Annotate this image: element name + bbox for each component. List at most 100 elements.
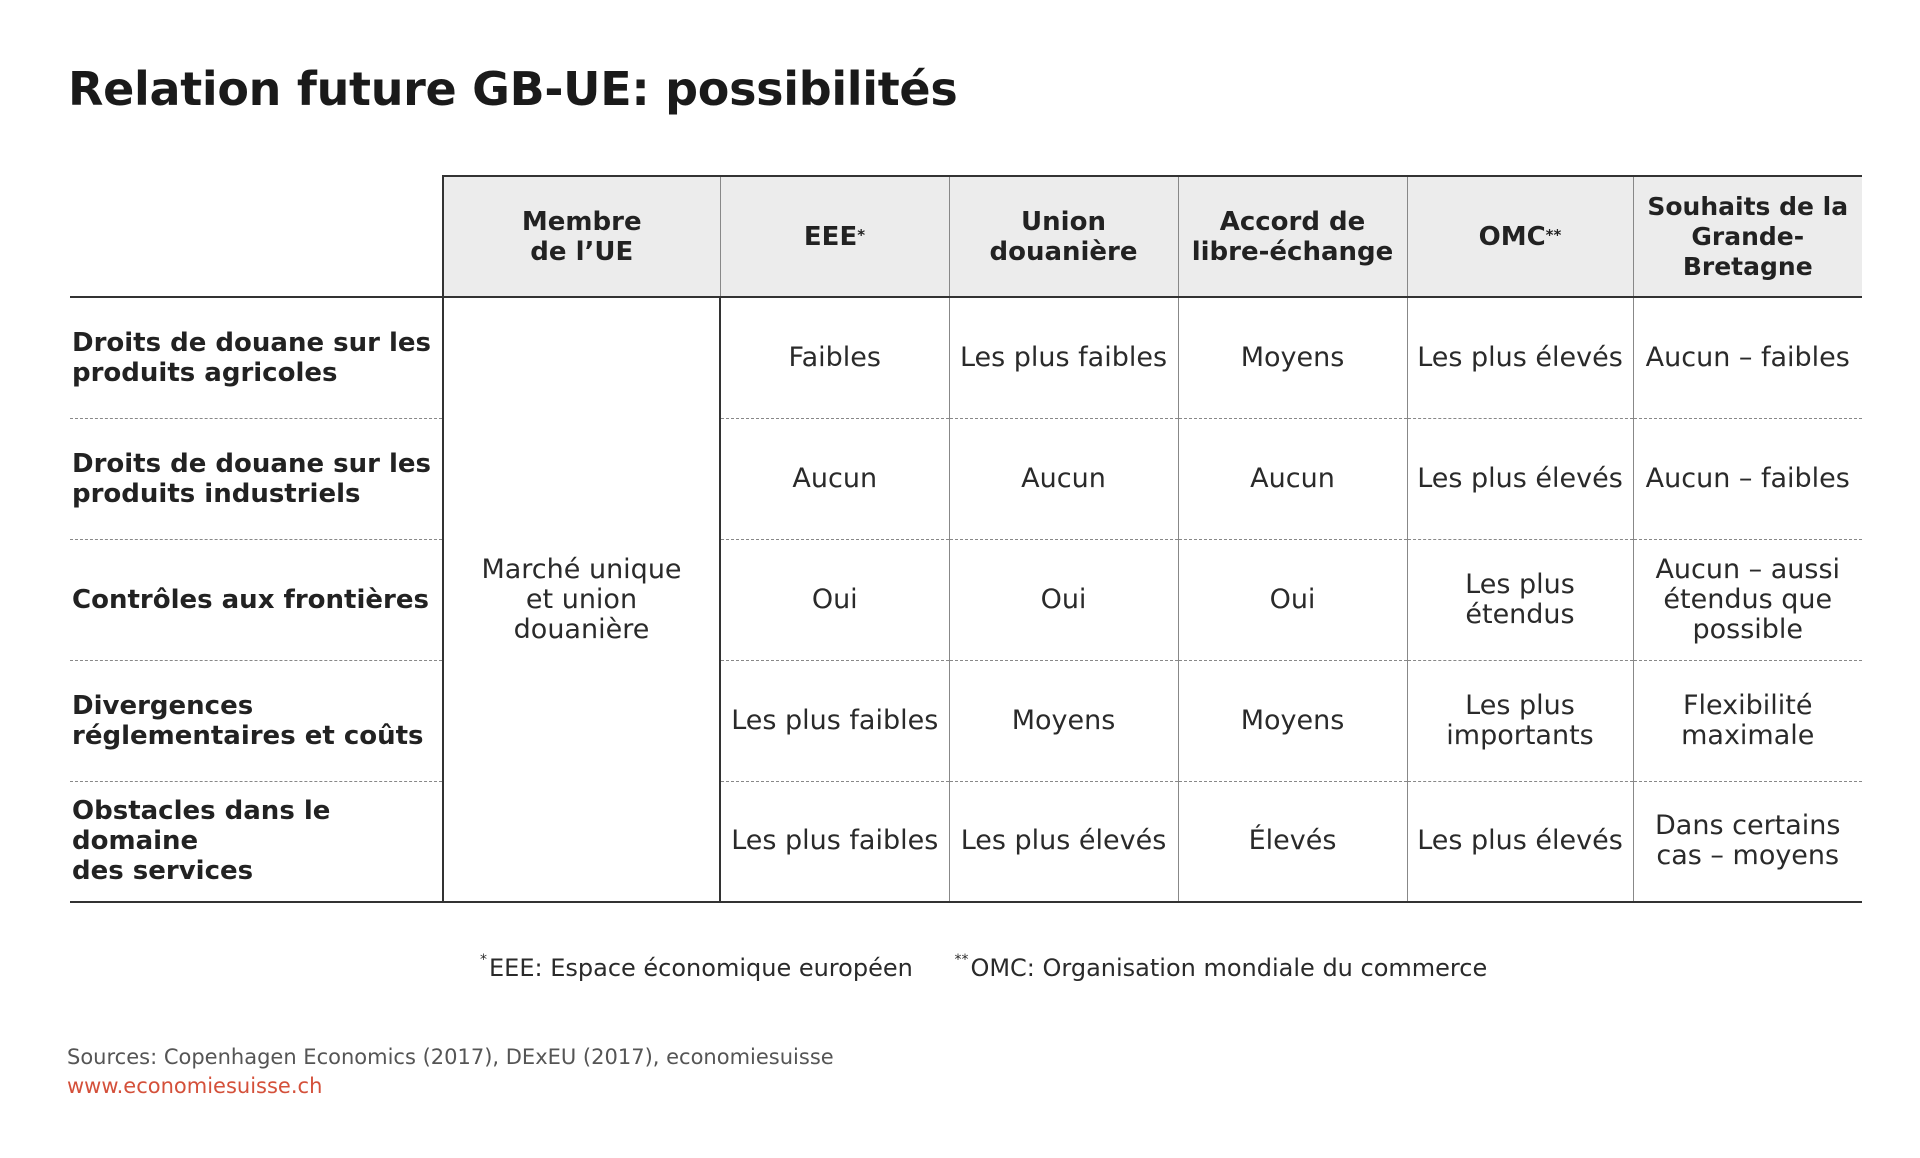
- column-header-line: Membre: [521, 206, 642, 237]
- cell-line: Oui: [1040, 583, 1087, 615]
- cell-line: Faibles: [788, 341, 881, 373]
- footnote-marker: **: [954, 952, 969, 968]
- row-header-line: Droits de douane sur les: [72, 448, 432, 479]
- footnote-marker: *: [857, 225, 866, 244]
- row-header-line: Obstacles dans le domaine: [72, 796, 331, 857]
- footnote-text: EEE: Espace économique européen: [489, 954, 913, 982]
- table-cell: Les plus faibles: [720, 781, 949, 903]
- cell-line: Aucun: [792, 462, 878, 494]
- table-cell: Les plus élevés: [1406, 297, 1633, 419]
- table-cell: Les plus importants: [1406, 660, 1633, 782]
- table-cell: Aucun – aussi étendus que possible: [1632, 539, 1862, 661]
- row-header: Divergences réglementaires et coûts: [70, 660, 443, 782]
- cell-line: douanière: [513, 613, 650, 645]
- table-row: Obstacles dans le domaine des services L…: [70, 781, 1862, 903]
- table-cell: Oui: [720, 539, 949, 661]
- website-link[interactable]: www.economiesuisse.ch: [67, 1074, 323, 1098]
- cell-line: Les plus élevés: [1417, 825, 1623, 857]
- corner-cell: [70, 176, 443, 298]
- cell-line: étendus que: [1663, 583, 1833, 615]
- cell-line: Les plus faibles: [959, 341, 1168, 373]
- column-header-uk-wishes: Souhaits de la Grande-Bretagne: [1632, 175, 1862, 298]
- table-cell: Élevés: [1177, 781, 1407, 903]
- table-cell: Oui: [948, 539, 1178, 661]
- cell-line: Aucun: [1021, 462, 1106, 494]
- cell-line: Les plus élevés: [960, 825, 1167, 857]
- eu-member-cell: Marché unique et union douanière: [442, 297, 721, 903]
- row-header: Contrôles aux frontières: [70, 539, 443, 661]
- table-cell: Les plus élevés: [1406, 781, 1633, 903]
- column-header-eee: EEE*: [719, 175, 949, 298]
- page-title: Relation future GB-UE: possibilités: [68, 62, 958, 116]
- table-cell: Moyens: [948, 660, 1178, 782]
- row-header: Obstacles dans le domaine des services: [70, 781, 443, 903]
- column-header-line: Souhaits de la: [1647, 191, 1849, 221]
- footnote-omc: **OMC: Organisation mondiale du commerce: [954, 952, 1488, 982]
- cell-line: et union: [525, 583, 638, 615]
- row-header-line: des services: [72, 856, 254, 887]
- table-cell: Les plus faibles: [720, 660, 949, 782]
- column-header-line: Accord de: [1219, 206, 1366, 237]
- cell-line: Flexibilité: [1683, 689, 1813, 721]
- cell-line: Aucun – faibles: [1645, 341, 1850, 373]
- sources-line: Sources: Copenhagen Economics (2017), DE…: [67, 1045, 834, 1069]
- cell-line: Moyens: [1240, 704, 1345, 736]
- cell-line: Aucun – faibles: [1645, 462, 1850, 494]
- column-header-line: OMC: [1478, 221, 1546, 252]
- cell-line: Les plus: [1465, 689, 1575, 721]
- row-header-line: Contrôles aux frontières: [72, 584, 429, 615]
- row-header-line: réglementaires et coûts: [72, 720, 424, 751]
- column-header-customs-union: Union douanière: [948, 175, 1178, 298]
- column-header-omc: OMC**: [1406, 175, 1633, 298]
- cell-line: maximale: [1681, 719, 1815, 751]
- table-cell: Les plus faibles: [948, 297, 1178, 419]
- cell-line: Les plus faibles: [731, 704, 939, 736]
- cell-line: Les plus élevés: [1417, 462, 1623, 494]
- table-row: Divergences réglementaires et coûts Les …: [70, 660, 1862, 782]
- cell-line: Élevés: [1248, 825, 1337, 857]
- footnote-text: OMC: Organisation mondiale du commerce: [970, 954, 1488, 982]
- table-cell: Aucun – faibles: [1632, 297, 1862, 419]
- column-header-line: libre-échange: [1191, 236, 1394, 267]
- row-header-line: produits industriels: [72, 478, 361, 509]
- cell-line: importants: [1446, 719, 1594, 751]
- table-cell: Dans certains cas – moyens: [1632, 781, 1862, 903]
- cell-line: Marché unique: [481, 553, 682, 585]
- comparison-table: Membre de l’UE EEE* Union douanière Acco…: [70, 175, 1862, 903]
- cell-line: Les plus faibles: [731, 825, 939, 857]
- cell-line: Aucun – aussi: [1655, 553, 1841, 585]
- row-header-line: Droits de douane sur les: [72, 327, 432, 358]
- table-header-row: Membre de l’UE EEE* Union douanière Acco…: [70, 175, 1862, 298]
- table-cell: Aucun: [1177, 418, 1407, 540]
- column-header-eu-member: Membre de l’UE: [442, 175, 720, 298]
- table-cell: Aucun – faibles: [1632, 418, 1862, 540]
- column-header-line: de l’UE: [530, 236, 634, 267]
- cell-line: cas – moyens: [1656, 840, 1840, 872]
- table-cell: Flexibilité maximale: [1632, 660, 1862, 782]
- cell-line: Oui: [1269, 583, 1316, 615]
- column-header-free-trade: Accord de libre-échange: [1177, 175, 1407, 298]
- column-header-line: douanière: [989, 236, 1138, 267]
- cell-line: Les plus: [1465, 568, 1575, 600]
- table-cell: Les plus étendus: [1406, 539, 1633, 661]
- table-cell: Oui: [1177, 539, 1407, 661]
- footnote-marker: *: [480, 952, 487, 968]
- row-header-line: produits agricoles: [72, 357, 338, 388]
- cell-line: Moyens: [1011, 704, 1116, 736]
- table-cell: Les plus élevés: [948, 781, 1178, 903]
- table-row: Contrôles aux frontières Oui Oui Oui Les…: [70, 539, 1862, 661]
- column-header-line: EEE: [803, 221, 858, 252]
- table-cell: Moyens: [1177, 297, 1407, 419]
- table-row: Droits de douane sur les produits agrico…: [70, 297, 1862, 903]
- table-cell: Faibles: [720, 297, 949, 419]
- cell-line: Oui: [811, 583, 858, 615]
- cell-line: étendus: [1465, 598, 1575, 630]
- table-row: Droits de douane sur les produits indust…: [70, 418, 1862, 540]
- table-cell: Les plus élevés: [1406, 418, 1633, 540]
- cell-line: Aucun: [1250, 462, 1335, 494]
- column-header-line: Union: [1021, 206, 1106, 237]
- row-header: Droits de douane sur les produits agrico…: [70, 297, 443, 419]
- cell-line: Les plus élevés: [1417, 341, 1623, 373]
- footnote-eee: *EEE: Espace économique européen: [480, 952, 913, 982]
- cell-line: Dans certains: [1655, 810, 1841, 842]
